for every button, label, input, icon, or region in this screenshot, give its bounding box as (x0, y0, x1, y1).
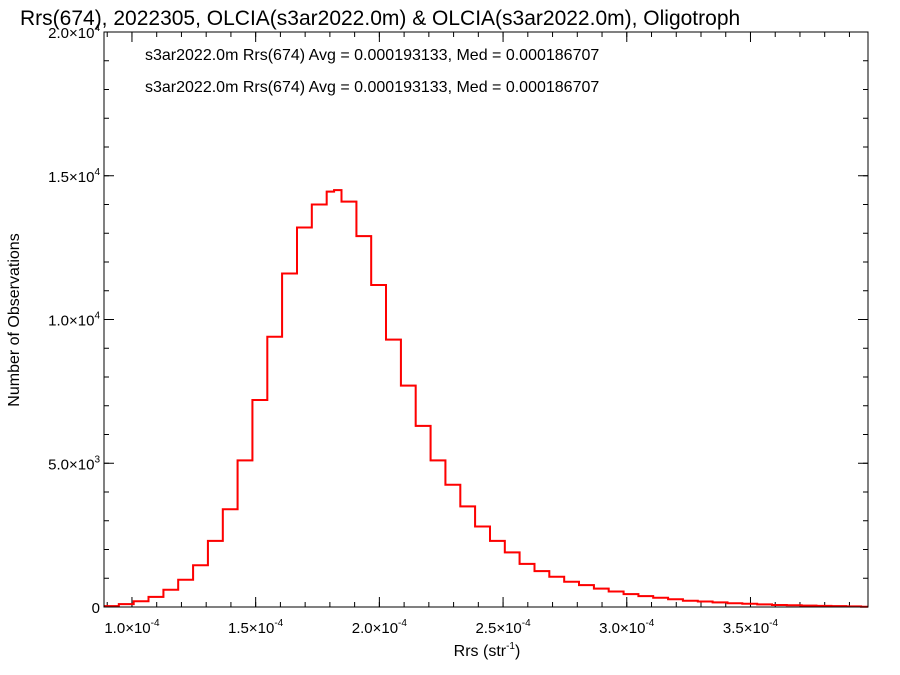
y-tick-label: 1.5×104 (48, 167, 100, 186)
y-tick-label: 5.0×103 (48, 454, 100, 473)
y-tick-label: 0 (92, 600, 100, 617)
x-tick-label: 3.0×10-4 (599, 618, 655, 637)
data-series (104, 189, 868, 608)
histogram-line-black (104, 189, 868, 608)
x-tick-label: 2.5×10-4 (475, 618, 531, 637)
x-tick-label: 1.5×10-4 (228, 618, 284, 637)
legend-entry-black: s3ar2022.0m Rrs(674) Avg = 0.000193133, … (145, 47, 599, 64)
chart-title: Rrs(674), 2022305, OLCIA(s3ar2022.0m) & … (20, 7, 740, 30)
histogram-line-red (104, 189, 868, 608)
x-tick-label: 2.0×10-4 (352, 618, 408, 637)
y-axis-label: Number of Observations (6, 233, 23, 406)
x-axis-label: Rrs (str-1) (454, 641, 521, 660)
x-tick-label: 3.5×10-4 (723, 618, 779, 637)
axis-ticks (104, 31, 868, 608)
y-tick-label: 1.0×104 (48, 311, 100, 330)
legend: s3ar2022.0m Rrs(674) Avg = 0.000193133, … (145, 47, 599, 96)
tick-labels: 1.0×10-4 1.5×10-4 2.0×10-4 2.5×10-4 3.0×10-4… (48, 23, 778, 637)
y-tick-label: 2.0×104 (48, 23, 100, 42)
x-tick-label: 1.0×10-4 (104, 618, 160, 637)
legend-entry-red: s3ar2022.0m Rrs(674) Avg = 0.000193133, … (145, 79, 599, 96)
plot-frame (103, 31, 869, 608)
